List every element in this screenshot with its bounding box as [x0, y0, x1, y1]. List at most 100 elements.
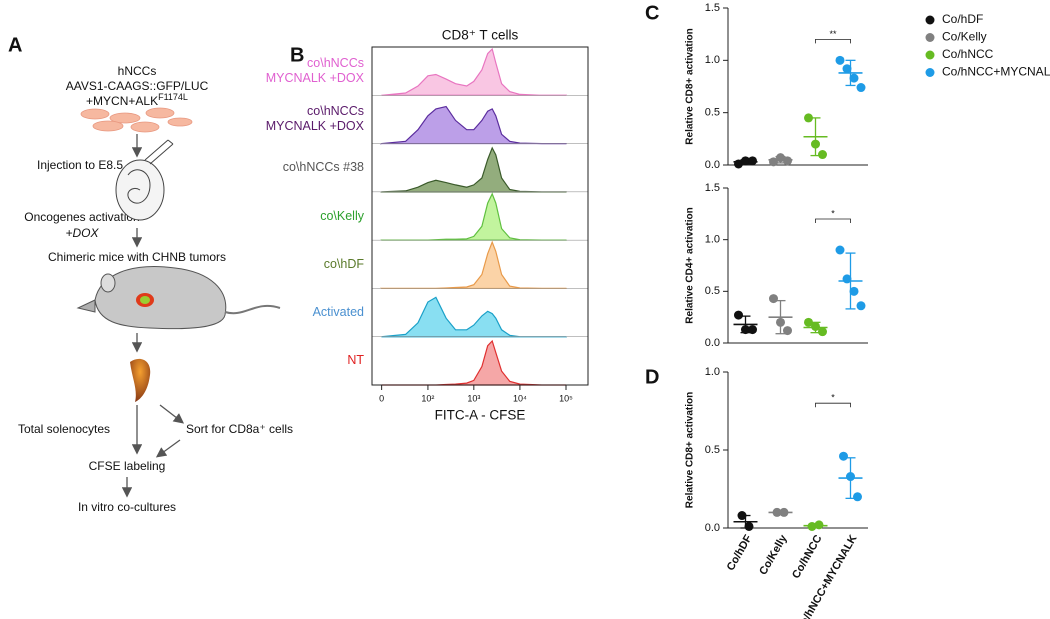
x-tick-label: Co/hNCC+MYCNALK [794, 533, 859, 619]
significance-bracket [815, 39, 851, 44]
data-point [842, 274, 852, 284]
histogram-curve [381, 47, 568, 96]
row-label: Activated [312, 305, 364, 320]
row-label: co\Kelly [320, 208, 364, 223]
data-point [849, 286, 859, 296]
legend-swatch [925, 33, 935, 42]
step-label: CFSE labeling [89, 459, 166, 473]
data-point [835, 55, 845, 65]
construct-label: AAVS1-CAAGS::GFP/LUC [66, 79, 209, 93]
data-point [734, 310, 743, 320]
y-tick-label: 0.0 [705, 522, 720, 534]
histogram-curve [381, 296, 568, 338]
data-point [856, 301, 866, 311]
data-point [748, 325, 757, 335]
significance-label: ** [829, 29, 837, 39]
step-label: In vitro co-cultures [78, 500, 176, 514]
data-point [804, 317, 813, 327]
data-point [842, 64, 852, 74]
y-tick-label: 1.5 [705, 2, 720, 14]
panel-label: A [8, 34, 22, 56]
oncogene-label: +MYCN+ALKF1174L [86, 92, 188, 108]
row-label: co\hNCCs MYCNALK +DOX [265, 104, 364, 134]
data-point [818, 327, 827, 337]
y-tick-label: 0.5 [705, 444, 720, 456]
data-point [839, 451, 848, 461]
data-point [783, 156, 792, 166]
significance-label: * [831, 393, 835, 403]
data-point [748, 156, 757, 166]
x-tick-label: 0 [379, 393, 384, 403]
legend-swatch [925, 15, 935, 25]
x-tick-label: 10² [421, 393, 434, 403]
step-label: Chimeric mice with CHNB tumors [48, 250, 226, 264]
panel-label: D [645, 366, 659, 388]
y-tick-label: 1.0 [705, 366, 720, 378]
legend-label: Co/hDF [942, 12, 983, 26]
data-point [818, 150, 827, 160]
row-label: co\hNCCs MYCNALK +DOX [265, 56, 364, 86]
histogram-curve [381, 339, 567, 386]
legend-swatch [925, 68, 935, 77]
x-tick-label: 10³ [467, 393, 480, 403]
y-axis-label: Relative CD8+ activation [685, 28, 696, 144]
y-axis-label: Relative CD4+ activation [685, 207, 696, 323]
step-label: Total solenocytes [18, 422, 110, 436]
data-point [741, 325, 750, 335]
tumor-illustration [130, 358, 151, 402]
x-tick-label: Co/Kelly [757, 532, 790, 577]
y-tick-label: 1.5 [705, 182, 720, 194]
step-label: Sort for CD8a⁺ cells [186, 422, 293, 436]
data-point [737, 511, 747, 521]
row-label: co\hNCCs #38 [282, 160, 364, 175]
data-point [807, 521, 817, 531]
data-point [734, 159, 743, 169]
mouse-illustration [76, 266, 281, 330]
y-tick-label: 0.5 [705, 107, 720, 119]
y-tick-label: 0.0 [705, 337, 720, 349]
oncogene-text: +MYCN+ALK [86, 94, 158, 108]
data-point [776, 153, 785, 163]
histogram-curve [380, 192, 567, 241]
step-label: +DOX [65, 226, 99, 240]
data-point [811, 321, 820, 331]
data-point [741, 156, 750, 166]
step-label: Injection to E8.5 [37, 158, 123, 172]
data-point [804, 113, 813, 123]
data-point [776, 317, 785, 327]
cell-label: hNCCs [118, 64, 157, 78]
data-point [853, 492, 862, 502]
x-tick-label: 10⁵ [559, 393, 573, 403]
data-point [744, 521, 754, 531]
panel-label: C [645, 2, 659, 24]
data-point [772, 507, 782, 517]
histogram-curve [379, 105, 567, 145]
y-axis-label: Relative CD8+ activation [685, 392, 696, 508]
legend-label: Co/hNCC [942, 47, 994, 61]
arrows [121, 134, 185, 498]
plot-frame [371, 46, 589, 386]
legend-swatch [925, 50, 935, 60]
legend-label: Co/Kelly [942, 30, 987, 44]
data-point [856, 83, 866, 93]
step-label: Oncogenes activation [24, 210, 139, 224]
data-point [811, 139, 820, 149]
significance-bracket [815, 402, 851, 408]
y-tick-label: 0.5 [705, 285, 720, 297]
chart-title: CD8⁺ T cells [442, 28, 519, 43]
y-tick-label: 1.0 [705, 234, 720, 246]
significance-label: * [831, 208, 835, 218]
legend-label: Co/hNCC+MYCNALK [942, 65, 1050, 79]
data-point [849, 73, 859, 83]
x-axis-label: FITC-A - CFSE [435, 408, 526, 423]
data-point [779, 507, 789, 517]
y-tick-label: 1.0 [705, 54, 720, 66]
histogram-curve [380, 240, 567, 290]
significance-bracket [815, 218, 851, 223]
data-point [769, 157, 778, 167]
histogram-curve [380, 146, 567, 193]
x-tick-label: Co/hNCC [790, 533, 825, 581]
oncogene-sup: F1174L [158, 92, 188, 102]
